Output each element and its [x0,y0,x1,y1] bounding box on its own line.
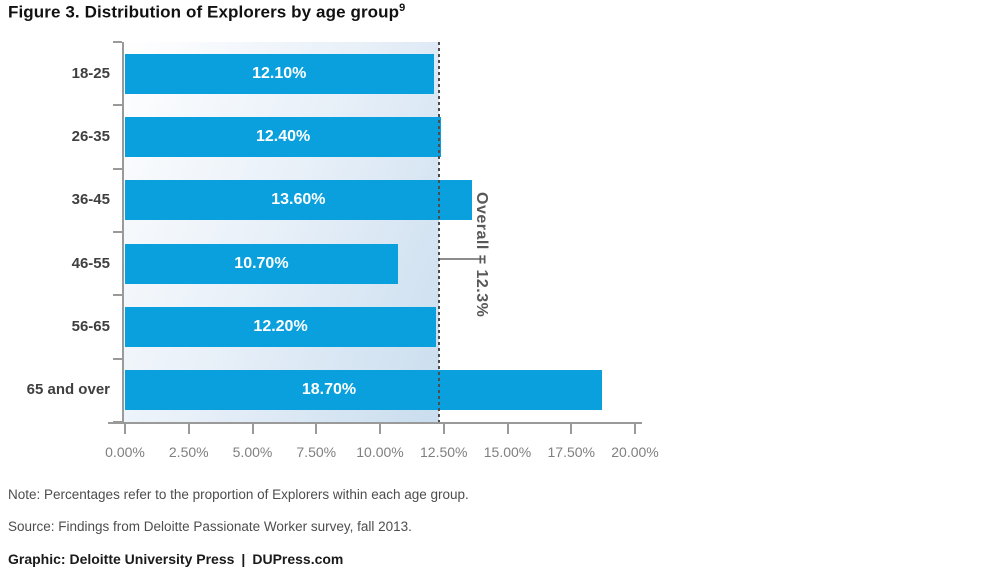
source-text: Source: Findings from Deloitte Passionat… [8,519,412,534]
bar-value-label: 13.60% [271,191,326,209]
x-axis-tick [634,422,636,434]
category-tick [113,294,122,297]
bar-value-label: 10.70% [234,254,289,272]
bar [125,243,398,284]
credit-site: DUPress.com [252,551,344,567]
x-axis-tick-label: 7.50% [296,444,337,460]
x-axis-tick [315,422,318,434]
y-axis-line [122,42,124,422]
category-tick [113,357,122,360]
bar-chart: Overall = 12.3% 12.10% 18-25 12.40% 26-35 13… [26,41,659,460]
credit-publisher: Graphic: Deloitte University Press [8,551,235,567]
category-tick [113,104,122,107]
figure-title: Figure 3. Distribution of Explorers by a… [8,2,405,23]
bar-value-label: 12.40% [255,128,311,145]
x-axis-tick [570,422,573,434]
category-label: 65 and over [26,381,110,399]
x-axis-tick-label: 2.50% [168,444,209,460]
bar [125,307,437,347]
figure-title-text: Figure 3. Distribution of Explorers by a… [8,2,400,22]
x-axis-tick [187,422,190,434]
x-axis-tick [506,422,509,434]
bar [125,370,602,411]
x-axis-tick [124,422,126,434]
x-axis-tick-label: 17.50% [547,444,595,460]
x-axis-tick-label: 10.00% [356,444,404,460]
overall-band [124,42,439,422]
category-tick [113,41,122,43]
category-label: 46-55 [71,254,110,272]
credit-line: Graphic: Deloitte University Press | DUPre… [8,551,343,567]
category-tick [113,167,122,170]
category-label: 26-35 [71,128,110,145]
bar [125,117,442,157]
bar-value-label: 12.10% [252,64,307,82]
x-axis-tick-label: 15.00% [483,444,532,460]
category-tick [113,231,122,233]
x-axis-tick-label: 5.00% [232,444,273,460]
bar [125,53,434,94]
bar [125,180,472,221]
category-label: 36-45 [71,191,110,209]
category-tick [113,421,122,423]
x-axis-tick-label: 12.50% [420,444,468,460]
note-text: Note: Percentages refer to the proportio… [8,487,469,502]
x-axis-tick [251,422,254,434]
category-label: 56-65 [71,318,110,335]
credit-separator: | [241,551,246,567]
x-axis-tick [379,422,381,434]
overall-connector-line [439,258,484,260]
x-axis-tick [442,422,445,434]
x-axis-tick-label: 0.00% [105,444,145,460]
figure-title-superscript: 9 [399,2,406,14]
bar-value-label: 18.70% [301,381,357,399]
overall-dotted-line [437,42,440,422]
category-label: 18-25 [71,64,110,82]
bar-value-label: 12.20% [253,318,308,335]
x-axis-tick-label: 20.00% [611,444,659,460]
x-axis-line [108,422,642,424]
overall-label: Overall = 12.3% [473,192,490,318]
